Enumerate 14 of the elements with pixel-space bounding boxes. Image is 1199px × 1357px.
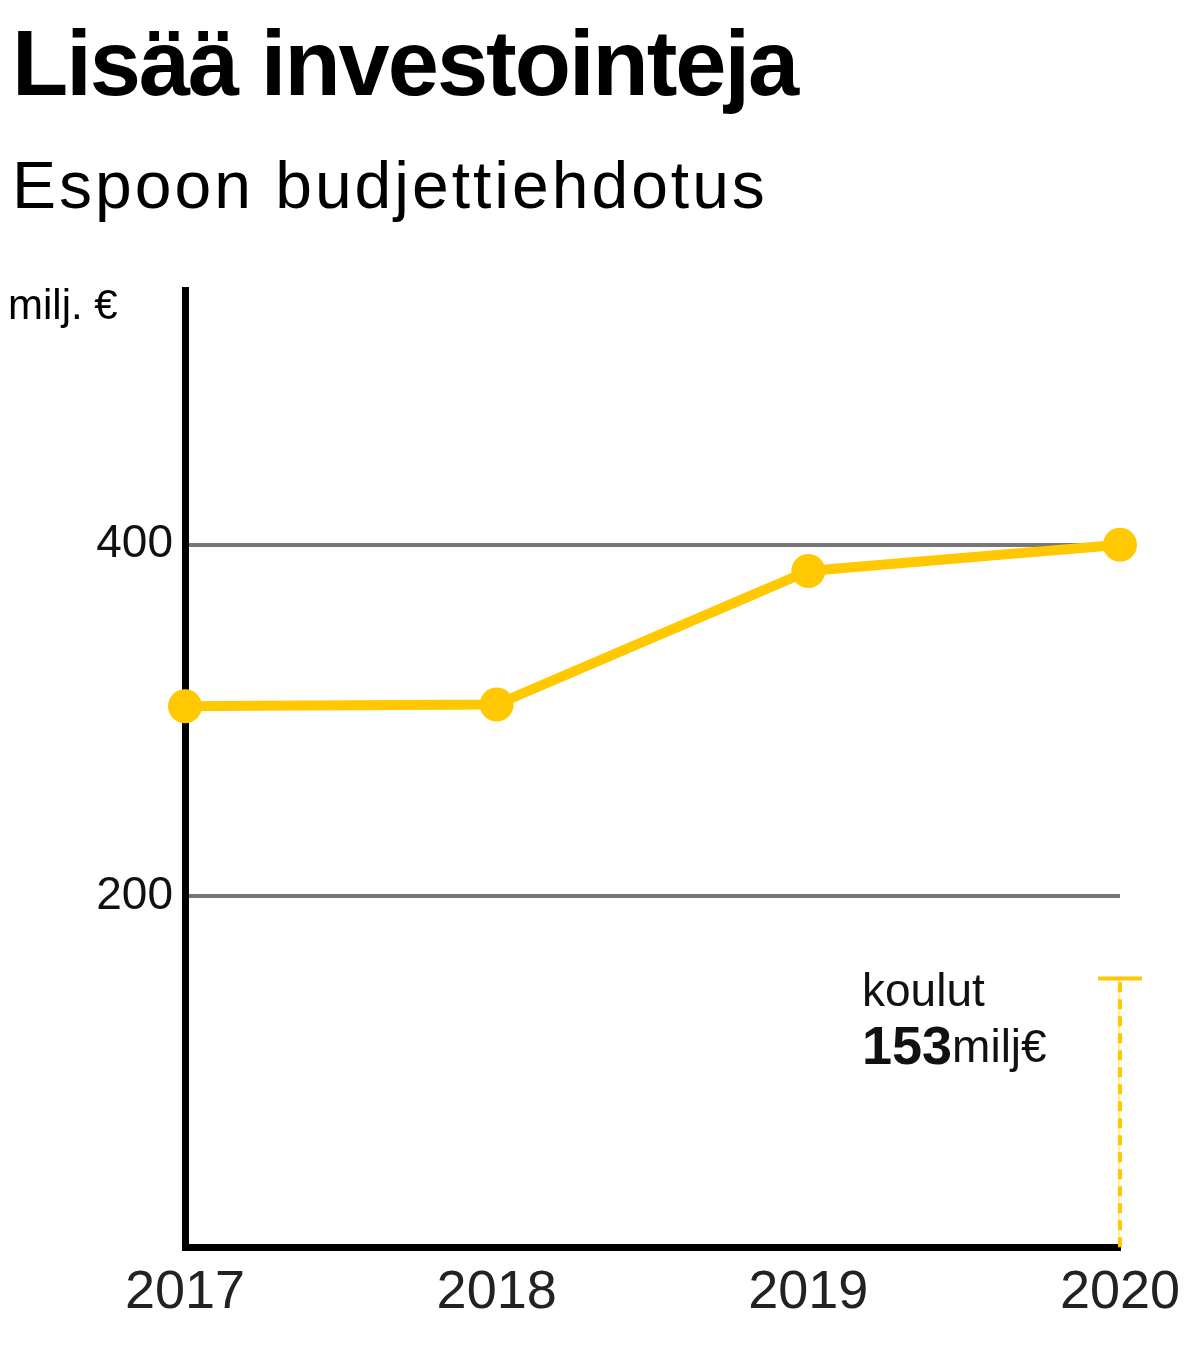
x-tick-label: 2020 bbox=[1059, 1259, 1181, 1320]
point bbox=[479, 687, 514, 722]
chart-subtitle: Espoon budjettiehdotus bbox=[12, 147, 768, 224]
point bbox=[168, 689, 202, 724]
chart-title: Lisää investointeja bbox=[12, 11, 798, 116]
y-tick-label: 400 bbox=[96, 515, 173, 568]
point bbox=[791, 554, 826, 589]
annotation: koulut 153milj€ bbox=[862, 964, 1047, 1076]
y-axis-title: milj. € bbox=[8, 280, 118, 330]
point bbox=[1103, 527, 1137, 562]
y-tick-label: 200 bbox=[96, 866, 173, 919]
x-tick-label: 2018 bbox=[436, 1259, 557, 1320]
x-tick-label: 2019 bbox=[748, 1259, 869, 1320]
x-tick-label: 2017 bbox=[124, 1259, 246, 1320]
